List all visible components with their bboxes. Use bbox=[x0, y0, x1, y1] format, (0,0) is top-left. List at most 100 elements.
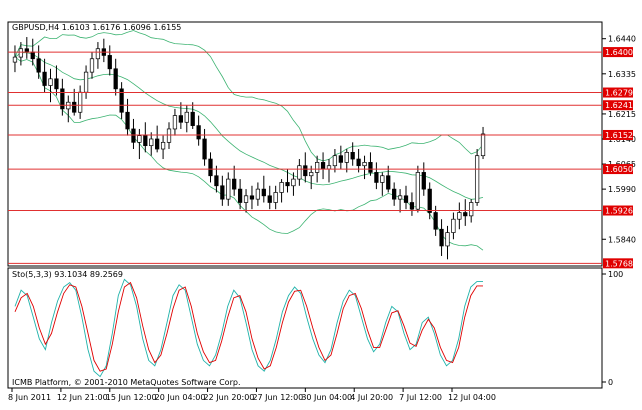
candle-bear bbox=[24, 48, 29, 53]
candle-bull bbox=[273, 192, 278, 203]
candle-bull bbox=[451, 218, 456, 233]
candle-bull bbox=[315, 162, 320, 173]
candle-bear bbox=[303, 165, 308, 177]
candle-bear bbox=[249, 195, 255, 200]
candle-bull bbox=[380, 175, 385, 183]
candle-bear bbox=[463, 212, 468, 217]
candle-bull bbox=[172, 115, 178, 130]
price-tick-label: 1.5840 bbox=[608, 235, 636, 244]
level-label: 1.6152 bbox=[605, 131, 633, 140]
stochastic-signal-line bbox=[14, 281, 483, 372]
level-label-bg bbox=[603, 129, 633, 140]
level-label-bg bbox=[603, 100, 633, 111]
candle-bull bbox=[326, 165, 332, 170]
price-chart-title: GBPUSD,H4 1.6103 1.6176 1.6096 1.6155 bbox=[12, 23, 181, 32]
candle-bull bbox=[332, 155, 338, 167]
stochastic-tick-label: 100 bbox=[608, 270, 623, 279]
level-label: 1.6241 bbox=[605, 101, 633, 110]
price-tick-label: 1.6440 bbox=[608, 35, 636, 44]
time-tick-label: 7 Jul 12:00 bbox=[399, 393, 442, 402]
candle-bear bbox=[72, 101, 77, 113]
candle-bull bbox=[18, 48, 24, 58]
candle-bear bbox=[433, 212, 438, 230]
candle-bull bbox=[255, 188, 261, 200]
candle-bull bbox=[362, 162, 367, 167]
candle-bull bbox=[397, 195, 403, 200]
candle-bear bbox=[190, 111, 195, 126]
candle-bull bbox=[344, 152, 349, 163]
candle-bear bbox=[409, 202, 415, 210]
candle-bear bbox=[113, 68, 118, 90]
candle-bear bbox=[214, 175, 219, 187]
candle-bear bbox=[267, 195, 272, 203]
bollinger-middle-band bbox=[14, 52, 484, 200]
price-tick-label: 1.5990 bbox=[608, 185, 636, 194]
candle-bear bbox=[125, 111, 130, 130]
candle-bear bbox=[261, 188, 266, 197]
candle-bull bbox=[291, 178, 296, 187]
level-label-bg bbox=[603, 258, 633, 269]
level-label: 1.6279 bbox=[605, 89, 633, 98]
candle-bear bbox=[368, 162, 373, 173]
candle-bull bbox=[78, 91, 83, 113]
candle-bear bbox=[54, 78, 59, 90]
price-panel: 1.64401.63351.62151.61401.60651.59901.58… bbox=[7, 21, 636, 269]
candle-bull bbox=[457, 212, 462, 220]
candle-bear bbox=[356, 158, 361, 167]
candle-bull bbox=[480, 133, 486, 157]
candle-bull bbox=[243, 195, 249, 203]
candle-bull bbox=[149, 138, 154, 147]
candle-bear bbox=[285, 182, 290, 187]
candle-bull bbox=[160, 141, 166, 150]
candle-bull bbox=[297, 165, 302, 180]
candle-bear bbox=[350, 152, 355, 160]
candle-bear bbox=[155, 138, 160, 150]
candle-bear bbox=[232, 178, 237, 190]
candle-bear bbox=[30, 51, 35, 60]
time-tick-label: 12 Jul 04:00 bbox=[448, 393, 496, 402]
candle-bear bbox=[60, 88, 65, 110]
candle-bear bbox=[320, 162, 326, 170]
stochastic-main-line bbox=[14, 278, 483, 378]
level-label: 1.5926 bbox=[605, 207, 633, 216]
candle-bull bbox=[469, 202, 474, 217]
candle-bear bbox=[107, 55, 112, 70]
candle-bear bbox=[131, 128, 136, 143]
candle-bear bbox=[421, 172, 426, 190]
candle-bear bbox=[427, 188, 432, 213]
candle-bear bbox=[439, 228, 444, 247]
candle-bull bbox=[415, 172, 420, 210]
level-label-bg bbox=[603, 164, 633, 175]
candle-bull bbox=[226, 178, 231, 200]
level-label: 1.5768 bbox=[605, 259, 633, 268]
time-tick-label: 27 Jun 12:00 bbox=[252, 393, 303, 402]
candle-bear bbox=[119, 88, 124, 113]
stochastic-title: Sto(5,3,3) 93.1034 89.2569 bbox=[12, 270, 123, 279]
time-tick-label: 30 Jun 04:00 bbox=[301, 393, 352, 402]
candle-bear bbox=[403, 195, 409, 203]
candle-bull bbox=[445, 232, 450, 247]
candle-bull bbox=[12, 56, 18, 63]
bollinger-upper-band bbox=[14, 30, 484, 162]
candle-bull bbox=[137, 135, 142, 143]
candle-bear bbox=[208, 158, 213, 177]
copyright-text: ICMB Platform, © 2001-2010 MetaQuotes So… bbox=[12, 378, 241, 387]
candle-bear bbox=[202, 138, 207, 160]
level-label-bg bbox=[603, 47, 633, 58]
price-tick-label: 1.6215 bbox=[608, 110, 636, 119]
time-tick-label: 4 Jul 20:00 bbox=[350, 393, 393, 402]
candle-bear bbox=[220, 185, 225, 200]
candle-bull bbox=[95, 48, 101, 60]
candle-bull bbox=[309, 172, 314, 177]
candle-bear bbox=[237, 188, 243, 203]
time-tick-label: 22 Jun 20:00 bbox=[204, 393, 255, 402]
candle-bull bbox=[48, 78, 53, 86]
time-tick-label: 15 Jun 12:00 bbox=[106, 393, 157, 402]
time-tick-label: 20 Jun 04:00 bbox=[155, 393, 206, 402]
price-tick-label: 1.6335 bbox=[608, 70, 636, 79]
candle-bear bbox=[196, 125, 201, 140]
candle-bear bbox=[386, 175, 391, 190]
